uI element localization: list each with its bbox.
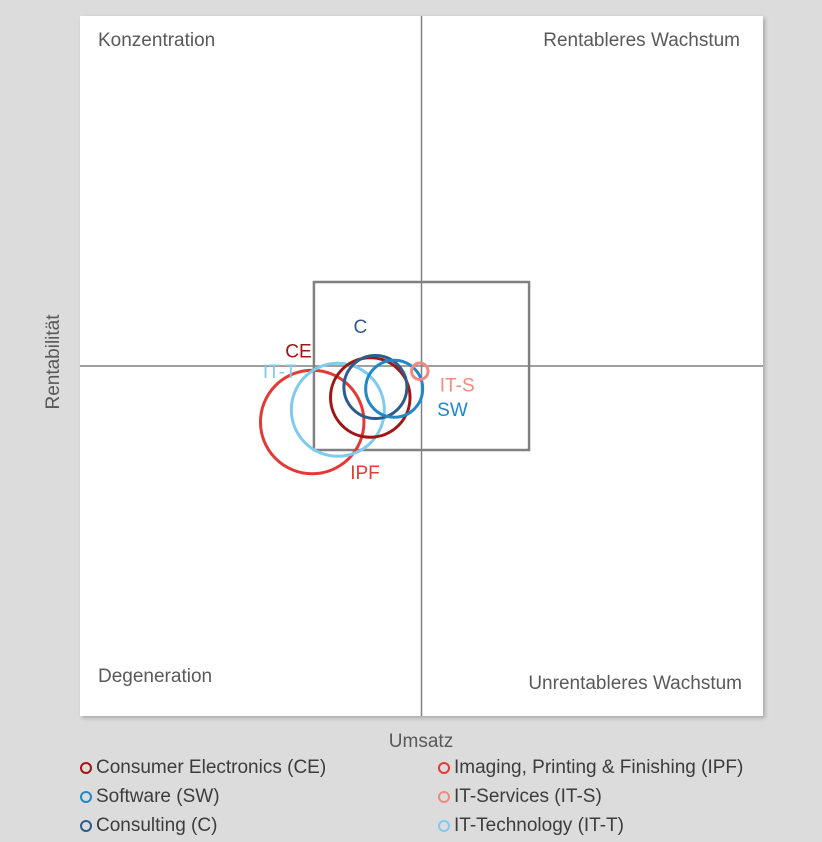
legend-item-ipf: Imaging, Printing & Finishing (IPF) — [438, 757, 743, 779]
quadrant-bottom-right-label: Unrentableres Wachstum — [528, 673, 742, 694]
legend-label-ce: Consumer Electronics (CE) — [96, 757, 326, 779]
legend-marker-it-s — [438, 791, 450, 803]
quadrant-bottom-left-label: Degeneration — [98, 666, 212, 687]
legend-label-ipf: Imaging, Printing & Finishing (IPF) — [454, 757, 743, 779]
quadrant-top-right-label: Rentableres Wachstum — [543, 30, 740, 51]
x-axis-label: Umsatz — [389, 731, 453, 752]
legend-marker-c — [80, 820, 92, 832]
quadrant-top-left-label: Konzentration — [98, 30, 215, 51]
legend-item-it-t: IT-Technology (IT-T) — [438, 815, 624, 837]
y-axis-label: Rentabilität — [43, 314, 64, 410]
legend-item-sw: Software (SW) — [80, 786, 220, 808]
legend-marker-ipf — [438, 762, 450, 774]
legend-label-it-t: IT-Technology (IT-T) — [454, 815, 624, 837]
bubble-label-it-t: IT-T — [263, 362, 297, 383]
legend-label-it-s: IT-Services (IT-S) — [454, 786, 602, 808]
bubble-label-it-s: IT-S — [440, 375, 475, 396]
legend-item-ce: Consumer Electronics (CE) — [80, 757, 326, 779]
bubble-label-ce: CE — [285, 342, 311, 363]
legend-marker-ce — [80, 762, 92, 774]
legend-marker-it-t — [438, 820, 450, 832]
legend-label-c: Consulting (C) — [96, 815, 217, 837]
bubble-label-ipf: IPF — [350, 463, 380, 484]
bubble-label-c: C — [354, 317, 368, 338]
bubble-label-sw: SW — [437, 400, 468, 421]
legend-item-c: Consulting (C) — [80, 815, 217, 837]
legend-marker-sw — [80, 791, 92, 803]
legend-label-sw: Software (SW) — [96, 786, 220, 808]
legend-item-it-s: IT-Services (IT-S) — [438, 786, 602, 808]
